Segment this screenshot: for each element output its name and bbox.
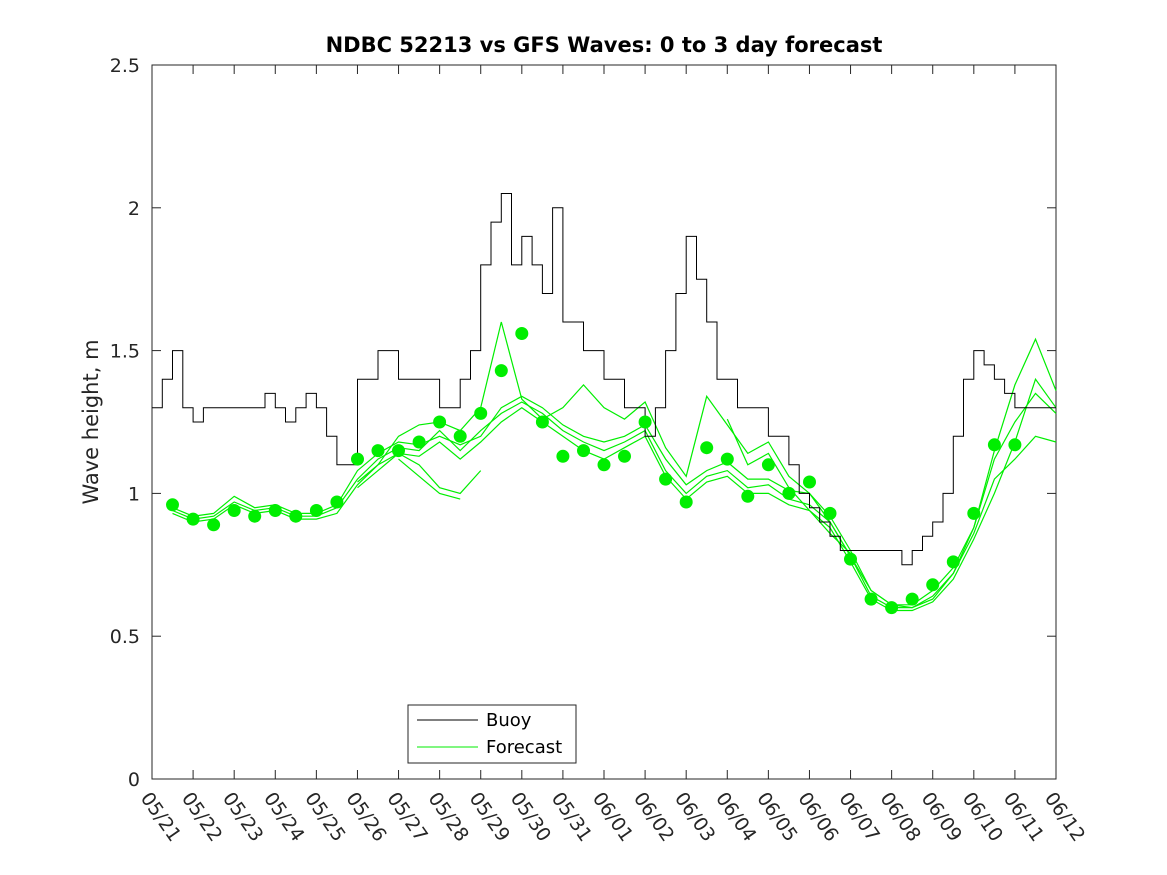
- forecast-point: [761, 458, 775, 472]
- legend-forecast-label: Forecast: [486, 737, 562, 758]
- forecast-point: [885, 601, 899, 615]
- forecast-point: [453, 429, 467, 443]
- forecast-point: [659, 472, 673, 486]
- forecast-point: [946, 555, 960, 569]
- forecast-point: [207, 518, 221, 532]
- forecast-point: [535, 415, 549, 429]
- y-axis-label: Wave height, m: [79, 339, 103, 504]
- forecast-point: [330, 495, 344, 509]
- forecast-point: [309, 504, 323, 517]
- legend: Buoy Forecast: [407, 704, 577, 764]
- forecast-point: [494, 364, 508, 378]
- forecast-point: [803, 475, 816, 489]
- forecast-point: [166, 498, 179, 512]
- y-tick-label: 1.5: [110, 341, 140, 363]
- forecast-point: [186, 512, 200, 526]
- forecast-point: [700, 441, 714, 455]
- forecast-point: [515, 327, 529, 340]
- forecast-point: [967, 506, 981, 520]
- forecast-point: [741, 489, 755, 503]
- forecast-point: [823, 506, 837, 520]
- y-tick-label: 0.5: [110, 626, 140, 648]
- y-tick-label: 2: [128, 198, 140, 220]
- forecast-point: [864, 592, 878, 606]
- buoy-line: [152, 193, 1056, 566]
- forecast-point: [433, 415, 447, 429]
- forecast-point: [556, 449, 570, 463]
- forecast-point: [987, 438, 1001, 452]
- y-tick-label: 2.5: [110, 55, 140, 77]
- legend-box: [407, 704, 577, 764]
- legend-buoy-label: Buoy: [486, 710, 532, 731]
- forecast-point: [844, 552, 857, 566]
- forecast-point: [577, 444, 590, 458]
- forecast-point: [618, 449, 631, 463]
- forecast-run-line: [357, 321, 1057, 609]
- chart-title: NDBC 52213 vs GFS Waves: 0 to 3 day fore…: [326, 33, 883, 57]
- forecast-point: [905, 592, 919, 606]
- forecast-point: [597, 458, 611, 472]
- forecast-point: [227, 504, 241, 517]
- forecast-point: [351, 452, 364, 466]
- forecast-point: [289, 509, 303, 523]
- forecast-run-line: [172, 377, 1057, 612]
- forecast-point: [638, 415, 652, 429]
- forecast-run-line: [357, 452, 482, 495]
- series-layer: [152, 193, 1057, 615]
- forecast-point: [412, 435, 426, 449]
- plot-area: [151, 64, 1057, 780]
- forecast-point: [720, 452, 734, 466]
- forecast-point: [248, 509, 262, 523]
- forecast-point: [371, 444, 385, 458]
- forecast-point: [1008, 438, 1022, 452]
- forecast-point: [679, 495, 693, 509]
- forecast-point: [474, 406, 488, 420]
- forecast-point: [926, 578, 940, 592]
- forecast-point: [392, 444, 405, 458]
- forecast-point: [782, 486, 796, 500]
- y-tick-label: 0: [128, 769, 140, 791]
- y-tick-label: 1: [128, 483, 140, 505]
- forecast-run-line: [398, 458, 461, 500]
- y-axis: 0 0.5 1 1.5 2 2.5: [110, 55, 1056, 791]
- forecast-point: [268, 504, 282, 517]
